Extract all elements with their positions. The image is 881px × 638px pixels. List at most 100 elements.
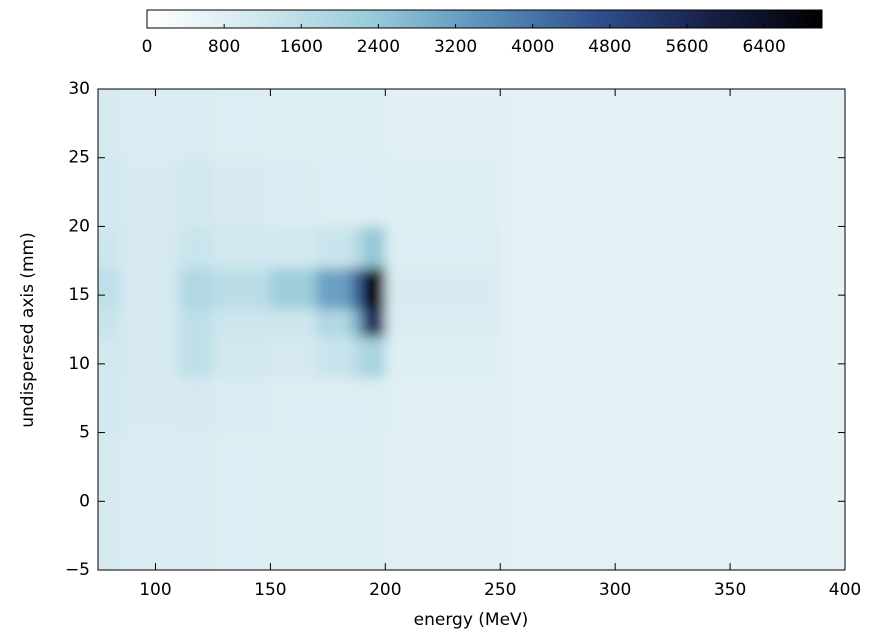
heatmap-cell — [500, 157, 616, 227]
heatmap-cell — [178, 377, 214, 434]
heatmap-cell — [120, 501, 179, 570]
heatmap-cell — [350, 432, 363, 502]
heatmap-cell — [615, 267, 731, 310]
heatmap-cell — [500, 432, 616, 502]
heatmap-cell — [270, 157, 317, 227]
heatmap-cell — [120, 226, 179, 269]
heatmap-cell — [270, 377, 317, 434]
x-tick-label: 350 — [714, 580, 746, 600]
heatmap-cell — [730, 267, 845, 310]
heatmap-cell — [385, 226, 501, 269]
x-tick-label: 250 — [484, 580, 516, 600]
heatmap-cell — [385, 308, 501, 337]
heatmap-cell — [730, 432, 845, 502]
colorbar-tick-label: 3200 — [434, 37, 477, 57]
heatmap-cell — [615, 336, 731, 379]
heatmap-cell — [98, 377, 122, 434]
heatmap-cell — [730, 501, 845, 570]
heatmap-cell — [212, 336, 271, 379]
heatmap-cell — [316, 89, 352, 159]
heatmap-cell — [316, 432, 352, 502]
colorbar-tick-label: 6400 — [743, 37, 786, 57]
heatmap-cell — [362, 308, 386, 337]
heatmap-cell — [316, 308, 352, 337]
heatmap-cell — [98, 432, 122, 502]
heatmap-cell — [270, 432, 317, 502]
heatmap-cell — [98, 501, 122, 570]
heatmap-cell — [120, 267, 179, 310]
heatmap-cell — [178, 89, 214, 159]
heatmap-cell — [362, 501, 386, 570]
heatmap-cell — [316, 226, 352, 269]
heatmap-cell — [350, 501, 363, 570]
colorbar-tick-label: 0 — [142, 37, 153, 57]
heatmap-cell — [212, 377, 271, 434]
heatmap-cell — [178, 157, 214, 227]
heatmap-cell — [500, 377, 616, 434]
x-tick-label: 100 — [139, 580, 171, 600]
y-tick-label: 5 — [79, 423, 90, 443]
colorbar-tick-label: 4000 — [511, 37, 554, 57]
heatmap-cell — [316, 157, 352, 227]
heatmap-cell — [350, 377, 363, 434]
heatmap-cell — [362, 267, 386, 310]
heatmap-cell — [178, 226, 214, 269]
heatmap-cell — [362, 336, 386, 379]
heatmap — [98, 89, 845, 570]
heatmap-cell — [500, 501, 616, 570]
heatmap-cell — [98, 226, 122, 269]
y-tick-label: 10 — [68, 354, 90, 374]
heatmap-cell — [270, 308, 317, 337]
colorbar-tick-label: 5600 — [665, 37, 708, 57]
heatmap-cell — [120, 432, 179, 502]
heatmap-cell — [362, 432, 386, 502]
heatmap-cell — [350, 267, 363, 310]
colorbar — [146, 9, 823, 29]
y-tick-label: −5 — [65, 560, 90, 580]
heatmap-cell — [730, 89, 845, 159]
heatmap-cell — [385, 432, 501, 502]
heatmap-cell — [98, 157, 122, 227]
heatmap-cell — [362, 89, 386, 159]
heatmap-cell — [212, 226, 271, 269]
x-tick-label: 150 — [254, 580, 286, 600]
heatmap-cell — [120, 308, 179, 337]
heatmap-cell — [212, 157, 271, 227]
y-axis-label: undispersed axis (mm) — [18, 232, 38, 428]
heatmap-cell — [120, 377, 179, 434]
heatmap-cell — [212, 501, 271, 570]
heatmap-cell — [212, 89, 271, 159]
heatmap-cell — [316, 377, 352, 434]
x-axis-label: energy (MeV) — [414, 610, 529, 630]
heatmap-cell — [316, 336, 352, 379]
heatmap-cell — [212, 267, 271, 310]
y-tick-label: 15 — [68, 285, 90, 305]
heatmap-cell — [178, 501, 214, 570]
heatmap-cell — [270, 226, 317, 269]
heatmap-cell — [98, 336, 122, 379]
heatmap-cell — [98, 89, 122, 159]
heatmap-cell — [362, 157, 386, 227]
heatmap-cell — [615, 157, 731, 227]
heatmap-cell — [730, 308, 845, 337]
heatmap-cell — [350, 226, 363, 269]
heatmap-cell — [362, 226, 386, 269]
colorbar-tick-label: 1600 — [280, 37, 323, 57]
heatmap-cell — [385, 89, 501, 159]
heatmap-cell — [730, 336, 845, 379]
y-tick-label: 0 — [79, 491, 90, 511]
y-tick-label: 20 — [68, 216, 90, 236]
heatmap-cell — [178, 267, 214, 310]
heatmap-cell — [385, 267, 501, 310]
x-tick-label: 300 — [599, 580, 631, 600]
heatmap-cell — [350, 89, 363, 159]
heatmap-cell — [615, 308, 731, 337]
heatmap-cell — [350, 336, 363, 379]
heatmap-cell — [500, 89, 616, 159]
heatmap-cell — [178, 308, 214, 337]
x-tick-label: 200 — [369, 580, 401, 600]
heatmap-cell — [615, 89, 731, 159]
heatmap-cell — [362, 377, 386, 434]
heatmap-cell — [730, 157, 845, 227]
